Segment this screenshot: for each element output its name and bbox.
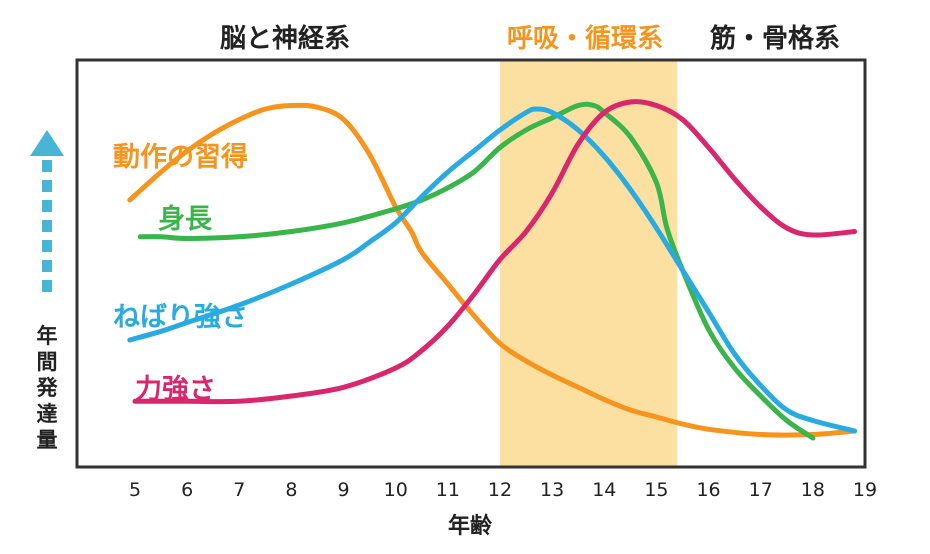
x-tick-label: 7	[233, 479, 245, 501]
y-arrow-dash	[42, 260, 52, 272]
x-tick-label: 13	[540, 479, 564, 501]
header-respiratory-circulatory: 呼吸・循環系	[507, 24, 663, 54]
x-tick-label: 8	[285, 479, 297, 501]
x-tick-label: 15	[644, 479, 668, 501]
y-axis-label-char: 量	[37, 428, 58, 452]
x-tick-label: 17	[749, 479, 773, 501]
y-axis-label-char: 間	[37, 350, 58, 374]
x-tick-label: 9	[338, 479, 350, 501]
x-tick-label: 10	[384, 479, 408, 501]
y-arrow-dash	[42, 280, 52, 292]
x-tick-label: 5	[129, 479, 141, 501]
y-axis-label-char: 年	[37, 324, 58, 348]
header-musculoskeletal: 筋・骨格系	[710, 23, 840, 54]
plot-frame	[75, 58, 867, 469]
series-line-endurance	[127, 106, 858, 434]
highlight-band	[500, 60, 678, 467]
series-line-strength	[132, 99, 858, 405]
y-arrow-head-icon	[30, 130, 64, 156]
series-label-endurance: ねばり強さ	[113, 302, 248, 333]
y-arrow-dash	[42, 180, 52, 192]
series-line-motor-skill	[127, 102, 858, 438]
y-axis-label-char: 達	[37, 402, 58, 426]
x-tick-label: 6	[181, 479, 193, 501]
x-tick-label: 16	[696, 479, 720, 501]
series-label-motor-skill: 動作の習得	[113, 142, 248, 173]
y-arrow-dash	[42, 220, 52, 232]
y-arrow-dash	[42, 240, 52, 252]
header-brain-nervous: 脳と神経系	[219, 23, 350, 54]
y-arrow-dash	[42, 160, 52, 172]
x-tick-label: 11	[436, 479, 460, 501]
x-tick-label: 18	[801, 479, 825, 501]
series-label-height: 身長	[158, 203, 213, 235]
header-layer: 脳と神経系 呼吸・循環系 筋・骨格系	[219, 23, 840, 54]
x-tick-label: 19	[853, 479, 877, 501]
y-arrow-dash	[42, 200, 52, 212]
x-tick-layer: 5 6 7 8 9 10 11 12 13 14 15 16 17 18 19	[129, 479, 877, 501]
series-line-height	[137, 101, 816, 441]
series-layer	[127, 99, 858, 441]
x-tick-label: 12	[488, 479, 512, 501]
highlight-band-layer	[500, 60, 678, 467]
x-tick-label: 14	[592, 479, 616, 501]
series-label-strength: 力強さ	[135, 374, 216, 405]
x-axis-title: 年齢	[448, 513, 493, 539]
y-axis-label-char: 発	[36, 376, 59, 400]
